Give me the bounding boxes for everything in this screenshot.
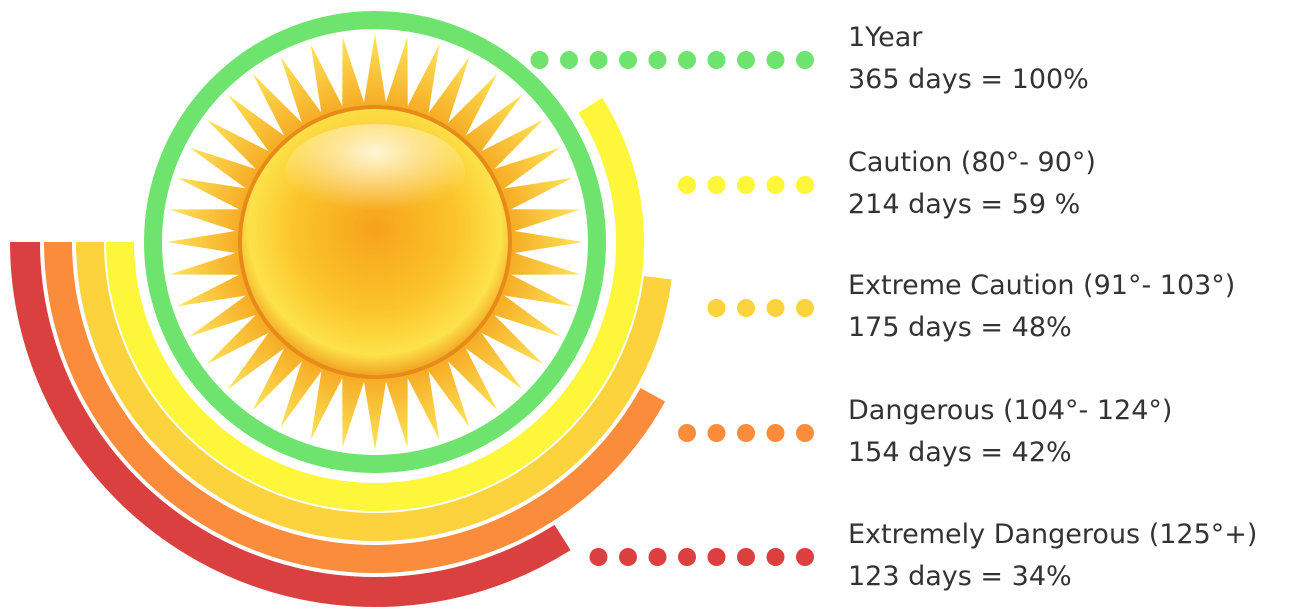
leader-dot (590, 51, 608, 69)
chart: 1Year 365 days = 100% Caution (80°- 90°) 21… (0, 0, 1295, 614)
value-label: 365 days = 100% (848, 64, 1089, 95)
leader-dot (767, 51, 785, 69)
leader-dot (796, 51, 814, 69)
leader-dot (649, 51, 667, 69)
leader-dot (619, 51, 637, 69)
leader-dot (678, 51, 696, 69)
leader-dot (531, 51, 549, 69)
leader-dot (796, 548, 814, 566)
leader-dot (708, 548, 726, 566)
value-label: 175 days = 48% (848, 312, 1072, 343)
leader-dot (737, 424, 755, 442)
leader-dot (678, 176, 696, 194)
leader-dot (737, 548, 755, 566)
category-label: Extremely Dangerous (125°+) (848, 519, 1257, 550)
leader-dot (649, 548, 667, 566)
leader-dot (678, 424, 696, 442)
leader-dot (767, 176, 785, 194)
leader-dot (708, 176, 726, 194)
leader-dot (737, 51, 755, 69)
leader-dot (590, 548, 608, 566)
sun-illustration (167, 34, 583, 450)
leader-dot (708, 424, 726, 442)
category-label: Extreme Caution (91°- 103°) (848, 270, 1235, 301)
leader-dot (767, 424, 785, 442)
leader-dot (619, 548, 637, 566)
sun-shine (285, 124, 465, 220)
category-label: Dangerous (104°- 124°) (848, 395, 1172, 426)
leader-dot (708, 51, 726, 69)
category-label: Caution (80°- 90°) (848, 147, 1096, 178)
leader-dot (737, 299, 755, 317)
leader-dot (560, 51, 578, 69)
leader-dot (708, 299, 726, 317)
value-label: 214 days = 59 % (848, 189, 1080, 220)
category-label: 1Year (848, 22, 923, 53)
leader-dot (796, 299, 814, 317)
leader-dot (767, 548, 785, 566)
leader-dot (737, 176, 755, 194)
value-label: 154 days = 42% (848, 437, 1072, 468)
leader-dot (796, 424, 814, 442)
value-label: 123 days = 34% (848, 561, 1072, 592)
leader-dot (796, 176, 814, 194)
leader-dot (678, 548, 696, 566)
leader-dot (767, 299, 785, 317)
